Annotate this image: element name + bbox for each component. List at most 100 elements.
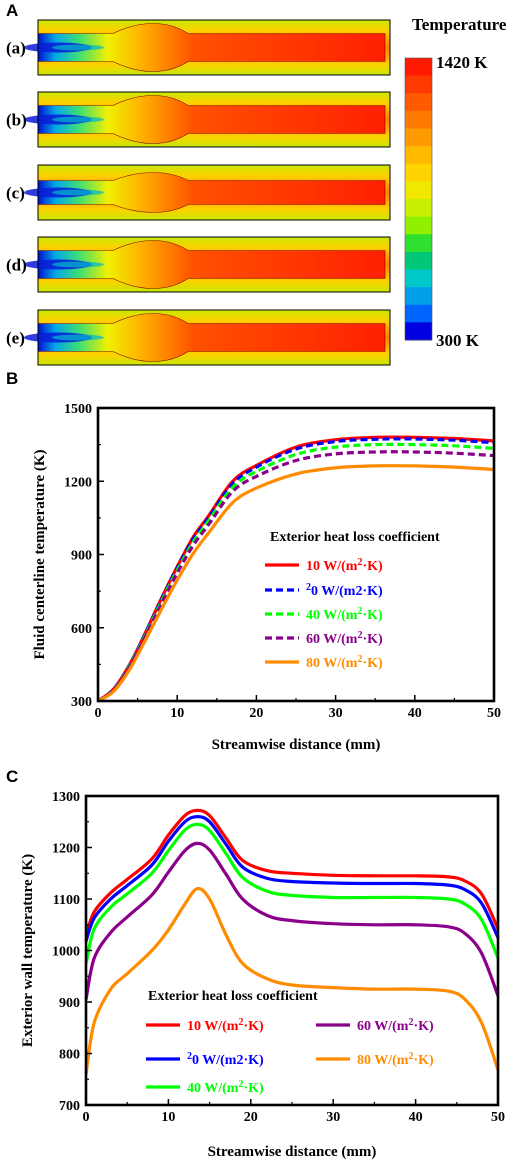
chart-b: 0 10 20 30 40 50 300 600 900 1200 1500 Streamwise d…	[32, 402, 501, 753]
contour-case-label: (d)	[6, 256, 27, 275]
colorbar-segment	[405, 322, 432, 341]
colorbar-segment	[405, 181, 432, 200]
legend-label-4: 60 W/(m2·K)	[357, 1017, 434, 1034]
legend-title: Exterior heat loss coefficient	[148, 989, 318, 1004]
contour-cool-zone	[52, 189, 104, 196]
contour-border	[37, 91, 391, 148]
series-line-5	[97, 464, 495, 703]
contour-plot-3: (c)	[6, 164, 391, 221]
contour-cool-zone	[52, 334, 104, 341]
colorbar-segment	[405, 58, 432, 77]
y-tick-label: 1500	[64, 402, 92, 417]
contour-inner-field	[37, 313, 386, 362]
y-tick-label: 900	[71, 549, 92, 564]
y-tick-label: 900	[59, 996, 80, 1011]
contour-inner-field	[37, 95, 386, 144]
colorbar-segment	[405, 146, 432, 165]
x-tick-label: 10	[170, 706, 184, 721]
colorbar-segment	[405, 128, 432, 147]
y-tick-label: 1200	[64, 475, 92, 490]
x-tick-label: 0	[83, 1110, 90, 1125]
contour-plot-1: (a)	[6, 19, 391, 76]
contour-plot-4: (d)	[6, 236, 391, 293]
x-tick-label: 40	[409, 1110, 423, 1125]
x-tick-label: 10	[161, 1110, 175, 1125]
x-axis-title: Streamwise distance (mm)	[212, 737, 381, 753]
colorbar	[404, 57, 433, 341]
series-line-5	[84, 886, 500, 1075]
contour-case-label: (a)	[6, 39, 26, 58]
colorbar-segment	[405, 234, 432, 253]
colorbar-segment	[405, 163, 432, 182]
y-tick-label: 1100	[53, 893, 80, 908]
legend-label-3: 40 W/(m2·K)	[187, 1079, 264, 1096]
legend-label-1: 10 W/(m2·K)	[306, 557, 383, 574]
colorbar-title: Temperature	[412, 15, 507, 34]
colorbar-min-label: 300 K	[436, 331, 480, 350]
panel-c-letter: C	[6, 767, 18, 786]
contour-case-label: (c)	[6, 184, 25, 203]
legend-title: Exterior heat loss coefficient	[270, 530, 440, 545]
contour-border	[37, 309, 391, 366]
legend-label-2: 20 W/(m2·K)	[306, 582, 383, 599]
contour-plot-2: (b)	[6, 91, 391, 148]
series-line-1	[84, 808, 500, 936]
series-line-3	[97, 442, 495, 703]
colorbar-segment	[405, 269, 432, 288]
series-line-4	[84, 841, 500, 1000]
colorbar-segment	[405, 75, 432, 94]
colorbar-segment	[405, 287, 432, 306]
x-tick-label: 50	[491, 1110, 505, 1125]
contour-inner-field	[37, 23, 386, 72]
y-tick-label: 800	[59, 1048, 80, 1063]
colorbar-segment	[405, 304, 432, 323]
y-tick-label: 300	[71, 695, 92, 710]
y-tick-label: 1000	[52, 945, 80, 960]
legend-label-5: 80 W/(m2·K)	[357, 1051, 434, 1068]
legend-label-5: 80 W/(m2·K)	[306, 654, 383, 671]
colorbar-segment	[405, 93, 432, 112]
panel-b-letter: B	[6, 369, 18, 388]
contour-border	[37, 164, 391, 221]
legend-label-4: 60 W/(m2·K)	[306, 630, 383, 647]
y-axis-title: Fluid centerline temperature (K)	[32, 449, 48, 659]
x-tick-label: 0	[95, 706, 102, 721]
contour-inner-field	[37, 240, 386, 289]
panel-a-letter: A	[6, 1, 18, 20]
contour-border	[37, 19, 391, 76]
plot-frame	[96, 406, 496, 703]
colorbar-segment	[405, 251, 432, 270]
contour-cool-zone	[52, 261, 104, 268]
series-line-4	[97, 450, 495, 703]
contour-case-label: (b)	[6, 111, 27, 130]
contour-border	[37, 236, 391, 293]
y-tick-label: 1300	[52, 790, 80, 805]
y-tick-label: 700	[59, 1099, 80, 1114]
x-tick-label: 30	[329, 706, 343, 721]
x-tick-label: 30	[326, 1110, 340, 1125]
series-line-3	[84, 822, 500, 964]
x-tick-label: 20	[249, 706, 263, 721]
colorbar-segment	[405, 110, 432, 129]
contour-inner-field	[37, 172, 386, 213]
contour-case-label: (e)	[6, 329, 25, 348]
contour-plot-5: (e)	[6, 309, 391, 366]
colorbar-max-label: 1420 K	[436, 53, 488, 72]
y-tick-label: 1200	[52, 842, 80, 857]
legend-label-3: 40 W/(m2·K)	[306, 606, 383, 623]
contour-cool-zone	[52, 116, 104, 123]
legend-label-2: 20 W/(m2·K)	[187, 1051, 264, 1068]
x-tick-label: 40	[408, 706, 422, 721]
y-axis-title: Exterior wall temperature (K)	[20, 854, 36, 1047]
contour-plots: (a) (b) (c) (d) (e)	[6, 19, 391, 366]
x-axis-title: Streamwise distance (mm)	[208, 1144, 377, 1160]
colorbar-segment	[405, 216, 432, 235]
x-tick-label: 20	[244, 1110, 258, 1125]
colorbar-segment	[405, 199, 432, 218]
series-line-2	[84, 815, 500, 942]
x-tick-label: 50	[487, 706, 501, 721]
y-tick-label: 600	[71, 622, 92, 637]
colorbar-border	[404, 57, 433, 341]
chart-c: 0 10 20 30 40 50 700 800 900 1000 1100 1200 1300 Stre…	[20, 790, 505, 1160]
